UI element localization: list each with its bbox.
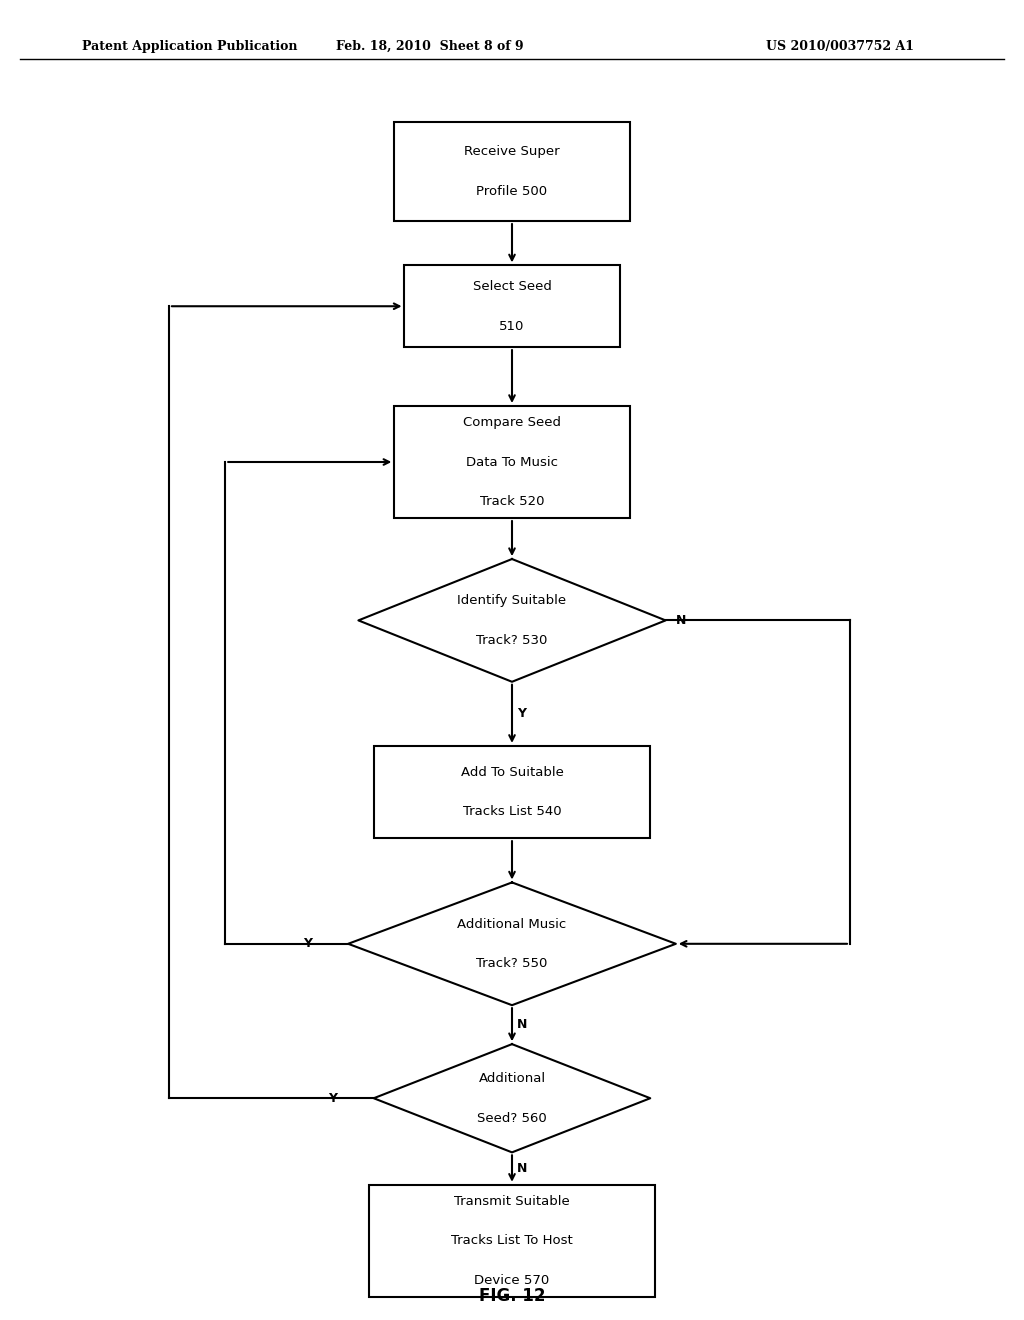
Text: Transmit Suitable: Transmit Suitable — [454, 1195, 570, 1208]
Text: 510: 510 — [500, 319, 524, 333]
Polygon shape — [348, 883, 676, 1006]
Text: Seed? 560: Seed? 560 — [477, 1111, 547, 1125]
Text: Patent Application Publication: Patent Application Publication — [82, 40, 297, 53]
Text: N: N — [676, 614, 686, 627]
Text: Y: Y — [517, 708, 526, 721]
Text: Device 570: Device 570 — [474, 1274, 550, 1287]
Polygon shape — [358, 560, 666, 681]
Text: Tracks List To Host: Tracks List To Host — [452, 1234, 572, 1247]
Text: Profile 500: Profile 500 — [476, 185, 548, 198]
Text: Compare Seed: Compare Seed — [463, 416, 561, 429]
Text: Identify Suitable: Identify Suitable — [458, 594, 566, 607]
Text: Track? 550: Track? 550 — [476, 957, 548, 970]
Bar — [374, 746, 650, 838]
Polygon shape — [374, 1044, 650, 1152]
Text: Additional Music: Additional Music — [458, 917, 566, 931]
Text: N: N — [517, 1018, 527, 1031]
Text: US 2010/0037752 A1: US 2010/0037752 A1 — [766, 40, 913, 53]
Text: Select Seed: Select Seed — [472, 280, 552, 293]
Text: Tracks List 540: Tracks List 540 — [463, 805, 561, 818]
Text: Track 520: Track 520 — [480, 495, 544, 508]
Bar — [394, 121, 630, 220]
Text: Add To Suitable: Add To Suitable — [461, 766, 563, 779]
Text: Feb. 18, 2010  Sheet 8 of 9: Feb. 18, 2010 Sheet 8 of 9 — [336, 40, 524, 53]
Text: FIG. 12: FIG. 12 — [479, 1287, 545, 1305]
Text: Track? 530: Track? 530 — [476, 634, 548, 647]
Text: Y: Y — [303, 937, 311, 950]
Text: Receive Super: Receive Super — [464, 145, 560, 158]
Text: Additional: Additional — [478, 1072, 546, 1085]
Text: Y: Y — [329, 1092, 337, 1105]
Text: Data To Music: Data To Music — [466, 455, 558, 469]
Bar — [394, 407, 630, 517]
Bar — [369, 1185, 655, 1296]
Text: N: N — [517, 1162, 527, 1175]
Bar — [404, 265, 620, 347]
